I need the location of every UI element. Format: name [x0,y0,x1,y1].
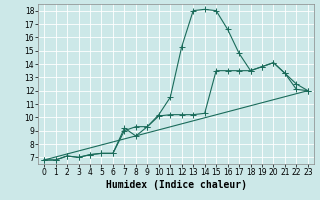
X-axis label: Humidex (Indice chaleur): Humidex (Indice chaleur) [106,180,246,190]
